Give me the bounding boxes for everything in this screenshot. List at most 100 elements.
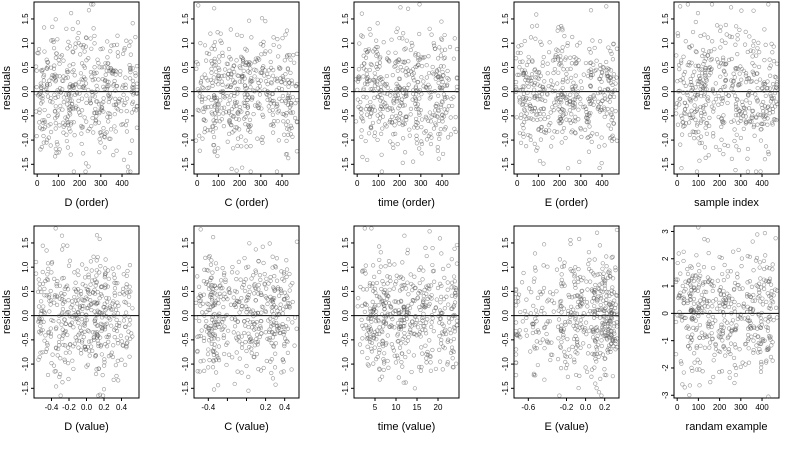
data-point [768,93,773,99]
data-point [559,100,564,105]
data-point [70,358,75,363]
data-point [431,329,436,334]
data-point [60,247,65,252]
data-point [216,82,221,87]
data-point [767,276,773,281]
data-point [428,360,433,365]
data-point [611,72,617,77]
data-point [208,278,213,283]
data-point [209,58,214,64]
data-point [768,73,773,78]
data-point [397,288,403,293]
data-point [561,335,566,340]
data-point [275,285,281,290]
data-point [92,41,97,46]
data-point [372,83,377,88]
data-point [268,275,273,280]
data-point [49,261,54,266]
data-point [90,330,96,335]
data-point [733,113,739,118]
data-point [124,38,129,43]
data-point [100,46,105,51]
data-point [677,309,682,315]
data-point [686,112,692,117]
data-point [216,344,222,349]
data-point [560,85,565,91]
data-point [218,38,223,43]
data-point [698,273,703,279]
data-point [360,336,365,341]
data-point [82,323,87,328]
data-point [103,72,108,77]
data-point [239,370,244,375]
data-point [683,279,688,284]
data-point [195,62,201,67]
data-point [404,66,409,71]
data-point [382,91,387,96]
data-point [377,257,382,263]
data-point [438,308,443,313]
data-point [218,89,223,94]
data-point [682,69,688,75]
data-point [78,71,83,76]
data-point [371,361,376,366]
data-point [399,283,404,288]
data-point [205,352,211,357]
data-point [68,152,73,157]
data-point [516,44,521,49]
data-point [116,323,122,329]
data-point [364,50,370,55]
data-point [281,307,286,312]
data-point [449,285,454,290]
data-point [590,335,596,340]
data-point [560,28,565,33]
data-point [449,280,455,285]
data-point [368,328,374,333]
data-point [432,113,438,118]
x-axis-label: E (order) [545,197,588,209]
data-point [200,136,205,141]
data-point [707,345,712,350]
data-point [198,79,204,84]
data-point [391,99,396,104]
data-point [595,272,600,277]
data-point [246,18,252,23]
data-point [608,49,613,54]
data-point [675,33,681,39]
data-point [408,327,413,332]
data-point [228,27,233,32]
data-point [58,85,63,91]
data-point [288,110,294,116]
data-point [557,99,562,105]
data-point [70,299,75,304]
data-point [96,366,101,371]
data-point [676,89,681,94]
data-point [103,284,108,289]
x-tick-label: 400 [755,403,769,412]
data-point [449,293,454,298]
data-point [430,262,435,268]
data-point [417,146,422,151]
data-point [559,140,564,145]
data-point [723,91,729,97]
data-point [245,297,250,302]
data-point [53,79,58,84]
data-point [200,301,205,307]
data-point [271,35,276,40]
data-point [731,71,736,76]
data-point [121,83,126,88]
data-point [76,345,81,350]
data-point [442,127,447,132]
data-point [87,98,93,103]
data-point [405,86,410,91]
data-point [247,241,252,246]
data-point [436,108,441,114]
data-point [133,71,138,76]
data-point [294,119,300,124]
data-point [732,363,737,368]
data-point [540,97,545,102]
data-point [590,329,595,335]
data-point [450,348,455,353]
data-point [694,169,700,174]
data-point [403,341,408,346]
